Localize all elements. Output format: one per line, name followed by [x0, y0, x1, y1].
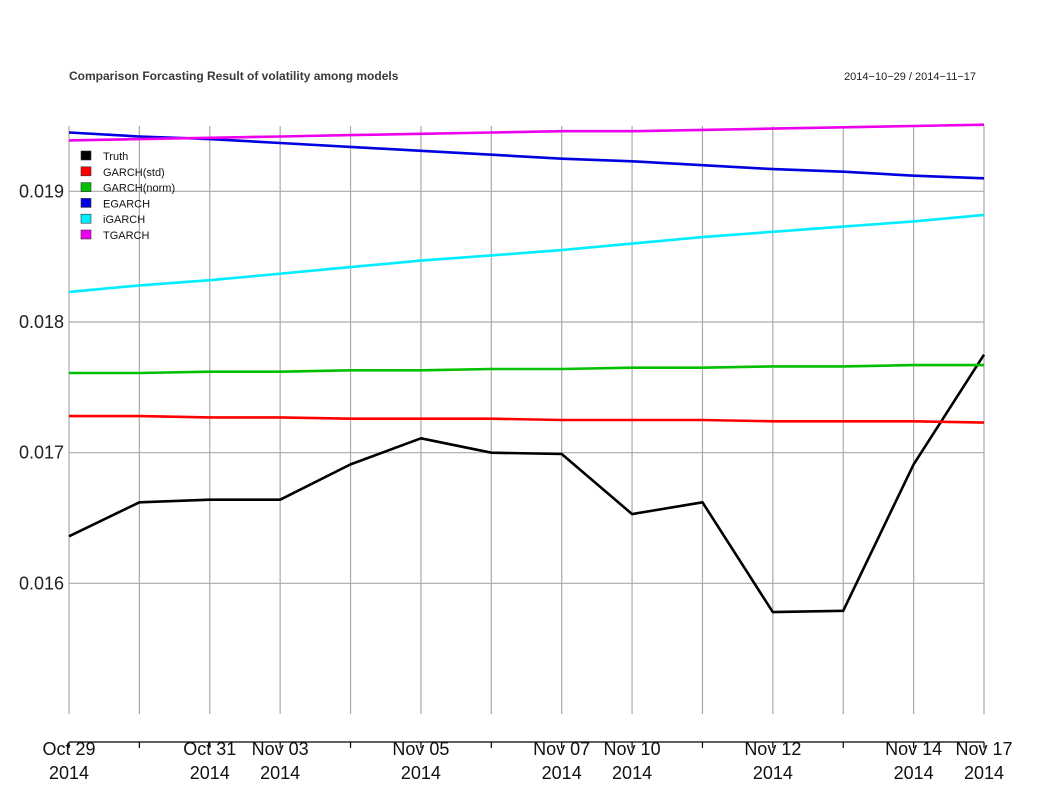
- x-tick-label-month: Nov 12: [744, 739, 801, 759]
- legend-label: GARCH(norm): [103, 183, 175, 195]
- legend-label: EGARCH: [103, 198, 150, 210]
- series-line-egarch: [68, 131, 985, 180]
- legend: Truth GARCH(std) GARCH(norm) EGARCH iGARCH TG…: [80, 150, 175, 242]
- grid: [68, 126, 985, 714]
- series-line-garch-std: [69, 414, 985, 424]
- legend-swatch: [80, 182, 92, 192]
- series-line-truth: [68, 353, 986, 614]
- x-tick-label-month: Nov 07: [533, 739, 590, 759]
- y-tick-label: 0.019: [19, 181, 64, 201]
- legend-swatch: [80, 150, 92, 161]
- legend-label: GARCH(std): [103, 167, 165, 179]
- series-line-tgarch: [68, 123, 985, 142]
- x-tick-label-month: Nov 05: [392, 739, 449, 759]
- legend-swatch: [80, 166, 92, 177]
- y-tick-label: 0.016: [19, 573, 64, 593]
- x-tick-label-year: 2014: [612, 763, 652, 783]
- x-tick-label-month: Oct 29: [42, 739, 95, 759]
- legend-label: Truth: [103, 151, 128, 163]
- y-tick-label: 0.018: [19, 312, 64, 332]
- x-tick-label-month: Nov 14: [885, 739, 942, 759]
- y-axis: 0.016 0.017 0.018 0.019: [19, 181, 64, 593]
- x-tick-label-year: 2014: [964, 763, 1004, 783]
- x-tick-label-month: Oct 31: [183, 739, 236, 759]
- series-lines: [68, 123, 986, 614]
- x-tick-label-year: 2014: [190, 763, 230, 783]
- series-line-garch-norm: [69, 363, 984, 375]
- legend-swatch: [80, 198, 92, 208]
- x-tick-label-year: 2014: [260, 763, 300, 783]
- x-tick-label-year: 2014: [894, 763, 934, 783]
- date-range-label: 2014−10−29 / 2014−11−17: [844, 71, 976, 83]
- legend-label: TGARCH: [103, 230, 150, 242]
- x-tick-label-month: Nov 10: [604, 739, 661, 759]
- x-tick-label-month: Nov 03: [252, 739, 309, 759]
- x-tick-label-year: 2014: [753, 763, 793, 783]
- x-tick-label-year: 2014: [49, 763, 89, 783]
- series-line-igarch: [68, 213, 985, 294]
- x-tick-label-month: Nov 17: [955, 739, 1012, 759]
- y-tick-label: 0.017: [19, 443, 64, 463]
- x-tick-label-year: 2014: [401, 763, 441, 783]
- x-tick-label-year: 2014: [542, 763, 582, 783]
- legend-swatch: [80, 229, 92, 240]
- chart-title: Comparison Forcasting Result of volatili…: [69, 69, 399, 83]
- x-axis: Oct 29 2014 Oct 31 2014 Nov 03 2014 Nov 05 2014…: [42, 739, 1012, 783]
- legend-label: iGARCH: [103, 214, 145, 226]
- legend-swatch: [80, 213, 92, 224]
